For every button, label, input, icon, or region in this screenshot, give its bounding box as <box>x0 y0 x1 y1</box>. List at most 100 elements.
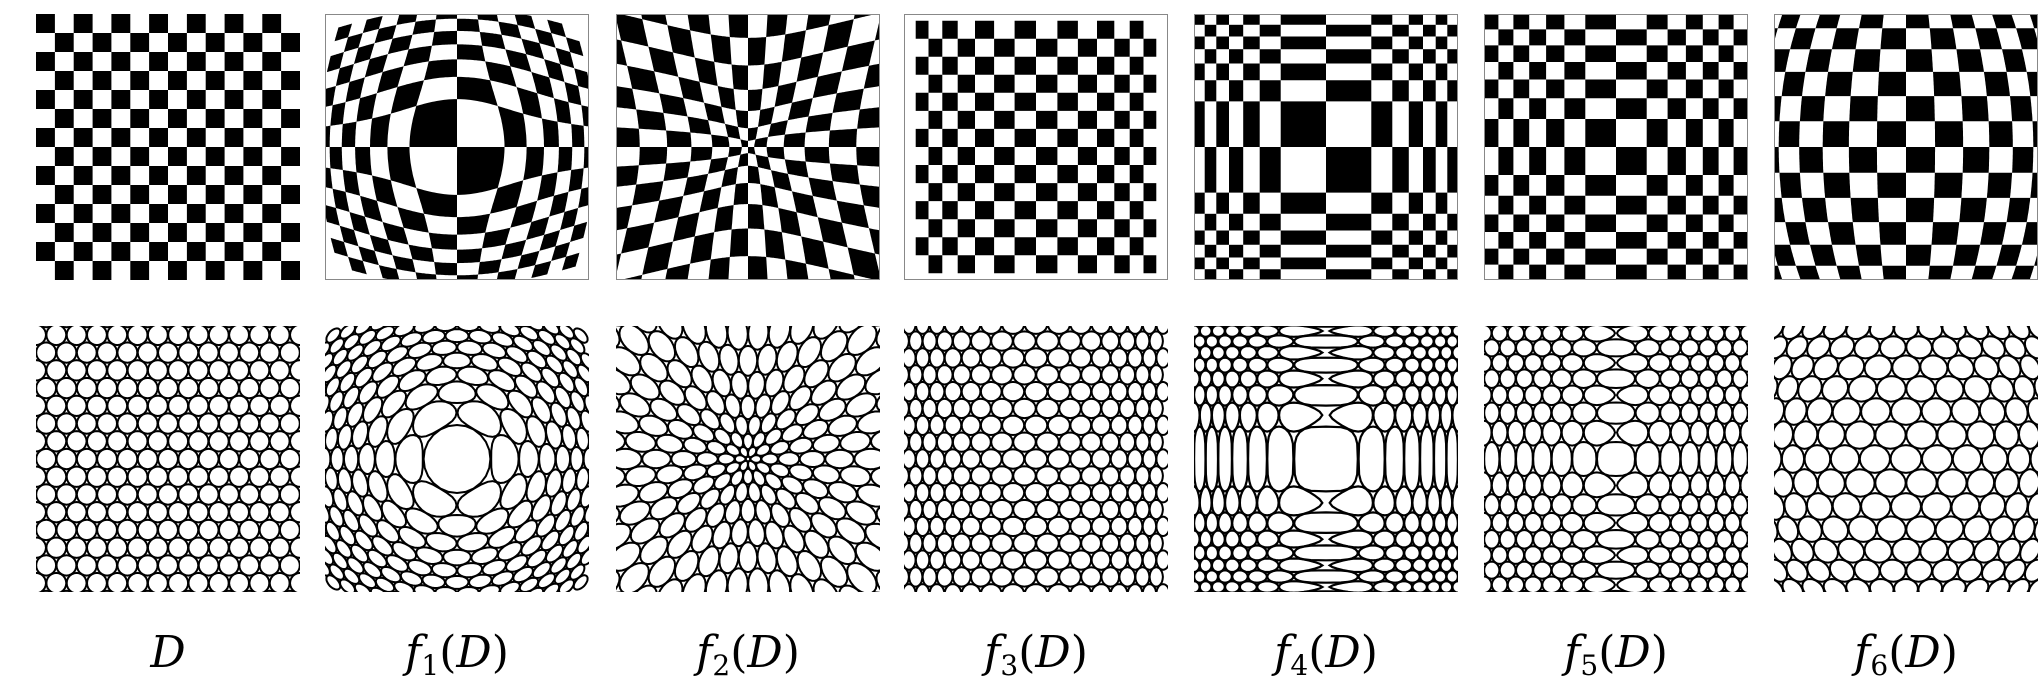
honeycomb-cell <box>361 396 384 424</box>
checker-cell <box>778 208 802 237</box>
checker-cell <box>1546 248 1565 265</box>
checker-cell <box>1774 96 1782 122</box>
checker-cell <box>1097 56 1115 75</box>
checkerboard-panel-f1 <box>325 14 589 280</box>
honeycomb-cell <box>374 576 396 592</box>
checker-cell <box>1564 264 1586 280</box>
checker-cell <box>957 219 975 238</box>
checker-cell <box>570 221 588 242</box>
checker-cell <box>928 183 943 202</box>
checker-cell <box>915 56 929 75</box>
honeycomb-cell <box>904 583 917 592</box>
checker-cell <box>168 33 187 52</box>
checker-cell <box>1848 147 1878 173</box>
honeycomb-cell <box>1964 577 1990 592</box>
checker-cell <box>1667 195 1686 215</box>
honeycomb-cell <box>616 395 621 412</box>
checker-cell <box>1216 257 1229 270</box>
checker-cell <box>942 165 958 184</box>
honeycomb-cell <box>864 368 880 396</box>
honeycomb-cell <box>207 571 230 592</box>
honeycomb-cell <box>126 571 149 592</box>
function-subscript: 2 <box>712 649 731 682</box>
checker-cell <box>557 147 573 173</box>
honeycomb-cell <box>681 326 707 345</box>
honeycomb-cell <box>1560 575 1585 592</box>
checker-cell <box>1216 101 1229 147</box>
checker-cell <box>690 232 715 264</box>
honeycomb-cell <box>1451 485 1458 517</box>
honeycomb-cell <box>579 352 589 370</box>
checker-cell <box>130 33 150 52</box>
checker-cell <box>1392 147 1409 193</box>
checker-cell <box>412 19 436 35</box>
honeycomb-cell <box>1615 575 1650 592</box>
honeycomb-cell <box>1844 420 1876 450</box>
honeycomb-cell <box>549 490 568 517</box>
checker-cell <box>1781 71 1806 97</box>
honeycomb-cell <box>496 356 523 378</box>
honeycomb-cell <box>1917 577 1944 592</box>
checker-cell <box>1447 269 1458 280</box>
honeycomb-cell <box>1490 471 1509 499</box>
checker-cell <box>1326 147 1372 193</box>
checker-cell <box>1498 98 1514 119</box>
checker-cell <box>1646 79 1668 99</box>
honeycomb-shapes <box>1194 326 1458 592</box>
checker-cell <box>457 248 483 264</box>
checker-cell <box>915 92 929 111</box>
checker-cell <box>1702 29 1719 46</box>
close-paren: ) <box>1940 627 1958 678</box>
checker-cell <box>975 201 995 220</box>
honeycomb-cell <box>579 548 589 566</box>
checker-cell <box>111 242 131 261</box>
checker-cell <box>1014 20 1036 39</box>
honeycomb-cell <box>475 383 510 411</box>
argument-symbol: D <box>1615 627 1651 678</box>
open-paren: ( <box>1598 627 1616 678</box>
checker-cell <box>1077 255 1097 274</box>
checker-cell <box>496 269 518 280</box>
checkerboard-panel-f4 <box>1194 14 1458 280</box>
checker-cell <box>349 212 370 235</box>
honeycomb-cell <box>404 383 439 411</box>
checker-cell <box>648 46 679 77</box>
checker-cell <box>994 147 1015 165</box>
honeycomb-shapes <box>36 326 300 592</box>
checker-cell <box>1484 45 1499 62</box>
honeycomb-cell <box>1293 511 1359 535</box>
checker-cell <box>1280 192 1326 214</box>
honeycomb-cell <box>531 338 552 358</box>
checker-cell <box>1498 195 1514 215</box>
checker-cell <box>1371 192 1393 214</box>
honeycomb-cell <box>369 586 387 592</box>
honeycomb-cell <box>1739 353 1748 373</box>
checker-cell <box>1702 195 1719 215</box>
honeycomb-cell <box>553 567 572 585</box>
column-label-f2: f2(D) <box>616 628 880 691</box>
honeycomb-cell <box>553 508 572 533</box>
open-paren: ( <box>730 627 748 678</box>
checker-cell <box>224 242 244 261</box>
honeycomb-cell <box>1679 493 1700 517</box>
checker-cell <box>672 212 700 242</box>
honeycomb-cell <box>1941 577 1967 592</box>
checker-cell <box>1036 38 1058 57</box>
honeycomb-cell <box>228 571 251 592</box>
honeycomb-cell <box>629 517 661 545</box>
checker-cell <box>792 191 818 218</box>
honeycomb-cell <box>512 334 534 353</box>
checker-cell <box>1077 147 1097 165</box>
checker-cell <box>1906 147 1936 173</box>
checker-cell <box>1805 49 1832 72</box>
honeycomb-cell <box>1774 578 1785 592</box>
column-label-f4: f4(D) <box>1194 628 1458 691</box>
honeycomb-panel-f3 <box>904 326 1168 592</box>
checker-cell <box>1243 192 1260 214</box>
checker-cell <box>868 228 880 255</box>
honeycomb-cell <box>875 395 880 412</box>
checker-cell <box>186 242 206 261</box>
honeycomb-cell <box>1889 492 1923 521</box>
honeycomb-cell <box>380 499 408 529</box>
checker-cell <box>1259 24 1281 37</box>
